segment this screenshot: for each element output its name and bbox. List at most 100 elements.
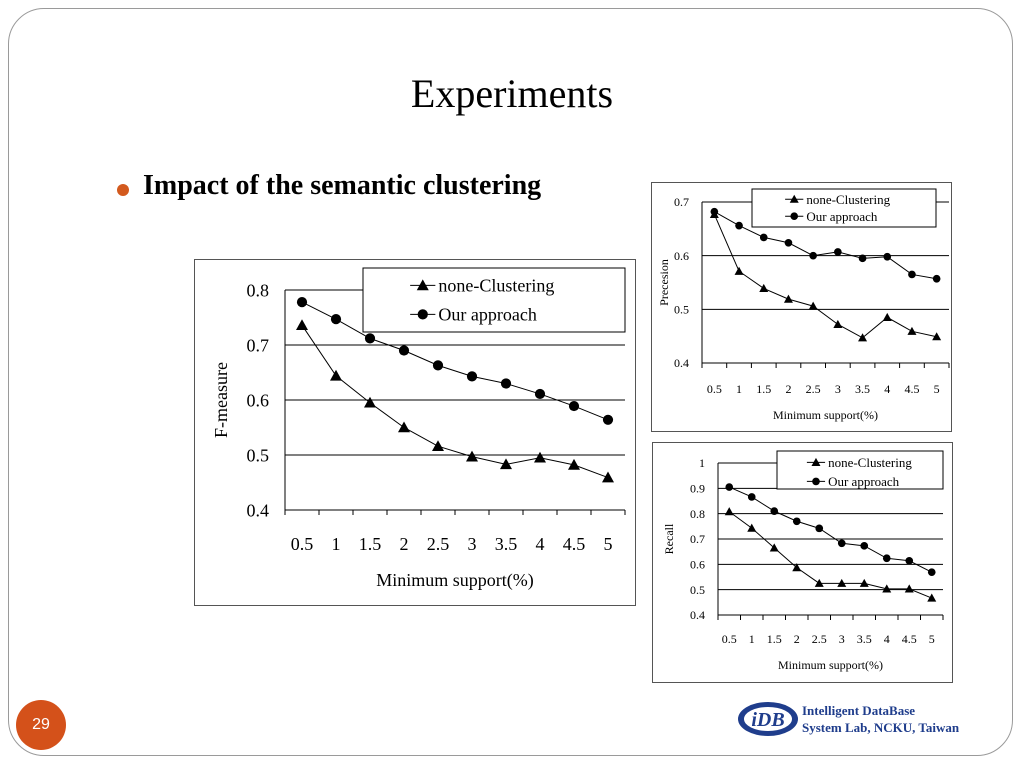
data-point: [747, 523, 757, 532]
data-point: [602, 414, 614, 425]
x-tick-label: 0.5: [707, 382, 722, 396]
data-point: [837, 578, 847, 587]
data-point: [860, 542, 869, 550]
data-point: [882, 312, 892, 321]
series-line: [728, 511, 932, 599]
data-point: [769, 543, 779, 552]
data-point: [834, 248, 842, 256]
data-point: [500, 378, 512, 389]
chart-precision: 0.4 0.5 0.6 0.7 0.5 1 1.5 2 2.5 3 3.5 4 4.5 5 Minimum …: [651, 182, 952, 432]
data-point: [792, 517, 801, 526]
legend-box: [362, 267, 626, 333]
page-number-badge: 29: [16, 700, 66, 750]
x-tick-label: 1.5: [767, 632, 782, 646]
data-point: [432, 360, 444, 371]
series-line: [301, 324, 609, 479]
data-point: [770, 507, 779, 515]
x-tick-label: 2: [785, 382, 791, 396]
series-line: [714, 211, 937, 280]
x-tick-label: 5: [929, 632, 935, 646]
x-tick-label: 4: [884, 632, 890, 646]
data-point: [784, 238, 793, 247]
data-point: [859, 578, 869, 587]
legend-label: Our approach: [806, 209, 878, 224]
y-tick-label: 0.4: [690, 608, 705, 622]
svg-text:iDB: iDB: [751, 709, 784, 731]
data-point: [815, 524, 824, 533]
legend-label: none-Clustering: [828, 455, 912, 470]
y-tick-label: 1: [699, 456, 705, 470]
legend-marker: [812, 477, 820, 486]
x-tick-label: 1: [332, 534, 341, 554]
y-tick-label: 0.8: [247, 280, 270, 300]
data-point: [364, 396, 376, 408]
data-point: [808, 301, 818, 310]
x-tick-label: 3.5: [495, 534, 518, 554]
legend-label: Our approach: [438, 305, 536, 325]
precision-chart-svg: 0.4 0.5 0.6 0.7 0.5 1 1.5 2 2.5 3 3.5 4 4.5 5 Minimum …: [657, 188, 950, 422]
data-point: [927, 568, 936, 577]
x-axis-title: Minimum support(%): [773, 408, 878, 422]
data-point: [330, 369, 342, 381]
data-point: [725, 483, 734, 491]
y-tick-label: 0.5: [247, 445, 270, 465]
x-tick-label: 1.5: [756, 382, 771, 396]
y-tick-label: 0.6: [674, 249, 689, 263]
y-tick-label: 0.4: [247, 500, 270, 520]
data-point: [809, 251, 817, 260]
x-tick-label: 2.5: [427, 534, 450, 554]
legend-box: [751, 188, 937, 228]
bullet-text: Impact of the semantic clustering: [143, 170, 542, 201]
data-point: [883, 252, 892, 261]
data-point: [398, 421, 410, 433]
data-point: [759, 283, 769, 293]
data-point: [908, 270, 916, 279]
x-tick-label: 1: [736, 382, 742, 396]
data-point: [932, 332, 942, 341]
data-point: [858, 254, 867, 263]
data-point: [814, 578, 824, 587]
y-tick-label: 0.8: [690, 507, 705, 521]
legend-box: [776, 450, 944, 490]
data-point: [907, 326, 917, 335]
recall-chart-svg: 0.4 0.5 0.6 0.7 0.8 0.9 1 0.5 1 1.5 2 2.5 3 3.5 4 4.5 5 M…: [662, 450, 944, 672]
x-tick-label: 3: [839, 632, 845, 646]
y-tick-label: 0.5: [690, 583, 705, 597]
legend-marker: [811, 457, 821, 466]
data-point: [568, 458, 580, 470]
x-tick-label: 4.5: [563, 534, 586, 554]
x-tick-label: 4: [536, 534, 545, 554]
data-point: [783, 294, 793, 303]
y-tick-label: 0.7: [247, 335, 270, 355]
fmeasure-chart-svg: 0.4 0.5 0.6 0.7 0.8 0.5 1 1.5 2 2.5 3 3.5 4 4.5 5 Minim…: [211, 267, 626, 591]
x-tick-label: 0.5: [291, 534, 314, 554]
data-point: [882, 584, 892, 593]
legend-label: none-Clustering: [806, 192, 890, 207]
bullet-icon: [117, 184, 129, 196]
data-point: [534, 451, 546, 463]
x-tick-label: 1: [749, 632, 755, 646]
legend-marker: [790, 212, 799, 221]
data-point: [792, 563, 802, 572]
y-axis-title: Recall: [662, 523, 676, 554]
data-point: [296, 319, 308, 330]
x-tick-label: 5: [604, 534, 613, 554]
series-line: [301, 301, 609, 421]
y-axis-title: F-measure: [211, 362, 231, 438]
data-point: [724, 507, 734, 516]
y-axis-title: Precesion: [657, 259, 671, 306]
y-tick-label: 0.6: [247, 390, 270, 410]
legend-label: none-Clustering: [438, 276, 554, 296]
data-point: [330, 314, 342, 325]
data-point: [759, 233, 768, 242]
data-point: [747, 493, 756, 501]
data-point: [734, 266, 744, 275]
legend-marker: [417, 309, 428, 320]
data-point: [296, 297, 308, 308]
data-point: [364, 333, 376, 344]
data-point: [904, 584, 914, 593]
y-tick-label: 0.5: [674, 303, 689, 317]
x-tick-label: 4.5: [902, 632, 917, 646]
data-point: [500, 458, 512, 470]
lab-name-line1: Intelligent DataBase: [802, 703, 916, 718]
